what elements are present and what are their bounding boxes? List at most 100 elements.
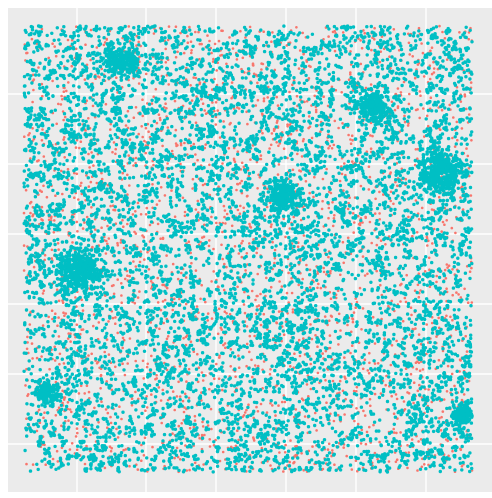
data-point [360,428,364,432]
data-point [457,206,461,210]
data-point [253,364,257,367]
data-point [358,223,362,227]
data-point [368,361,371,365]
data-point [121,219,124,222]
data-point [445,287,448,291]
points [22,24,474,474]
data-point [360,46,364,50]
data-point [370,466,374,470]
data-point [343,162,346,165]
data-point [152,32,156,35]
data-point [265,205,269,209]
data-point [126,222,129,226]
data-point [395,458,399,462]
data-point [289,365,292,368]
data-point [377,302,381,306]
data-point [54,194,57,197]
data-point [166,228,170,233]
data-point [435,335,438,338]
data-point [252,439,256,442]
data-point [463,287,466,291]
data-point [338,179,342,183]
data-point [32,78,36,81]
data-point [55,122,58,126]
data-point [376,457,379,461]
data-point [152,286,157,290]
data-point [396,105,400,108]
data-point [27,168,31,172]
data-point [155,159,159,164]
data-point [368,73,372,78]
data-point [429,408,434,413]
data-point [315,429,318,432]
data-point [272,164,276,168]
data-point [93,393,97,398]
data-point [382,169,387,173]
data-point [175,144,178,148]
data-point [213,368,217,372]
data-point [248,379,252,384]
data-point [143,139,146,143]
data-point [331,224,335,228]
data-point [28,313,32,317]
data-point [163,109,167,113]
data-point [239,29,242,33]
data-point [397,77,401,81]
data-point [148,26,152,30]
data-point [332,419,336,423]
data-point [411,88,415,92]
data-point [368,397,372,401]
data-point [303,415,307,418]
data-point [334,468,338,472]
data-point [201,420,204,424]
data-point [141,359,145,363]
data-point [210,210,215,214]
data-point [302,234,306,237]
data-point [384,250,389,255]
data-point [75,323,79,327]
data-point [89,467,93,471]
data-point [40,355,43,358]
data-point [57,316,60,319]
data-point [275,321,279,325]
data-point [70,442,74,445]
data-point [140,449,144,453]
data-point [28,159,32,163]
data-point [336,165,340,170]
data-point [387,460,391,463]
data-point [106,278,110,282]
data-point [276,261,280,265]
data-point [277,310,281,313]
data-point [197,30,200,34]
data-point [189,255,193,260]
data-point [286,123,289,126]
data-point [134,106,138,109]
data-point [369,147,373,150]
data-point [455,120,459,124]
data-point [330,147,334,150]
data-point [459,142,463,146]
data-point [183,214,187,218]
data-point [56,237,60,242]
data-point [350,468,354,471]
data-point [107,172,111,176]
data-point [264,74,269,78]
data-point [269,225,273,229]
data-point [470,266,473,270]
data-point [456,281,460,285]
data-point [121,362,124,366]
data-point [282,470,285,473]
data-point [255,247,259,250]
data-point [326,448,330,451]
data-point [85,444,88,448]
data-point [196,158,199,162]
data-point [325,401,328,405]
data-point [312,195,315,199]
data-point [417,29,421,33]
data-point [96,229,100,233]
data-point [320,127,324,131]
data-point [242,275,246,279]
data-point [435,40,440,44]
data-point [201,425,205,428]
data-point [223,317,227,321]
